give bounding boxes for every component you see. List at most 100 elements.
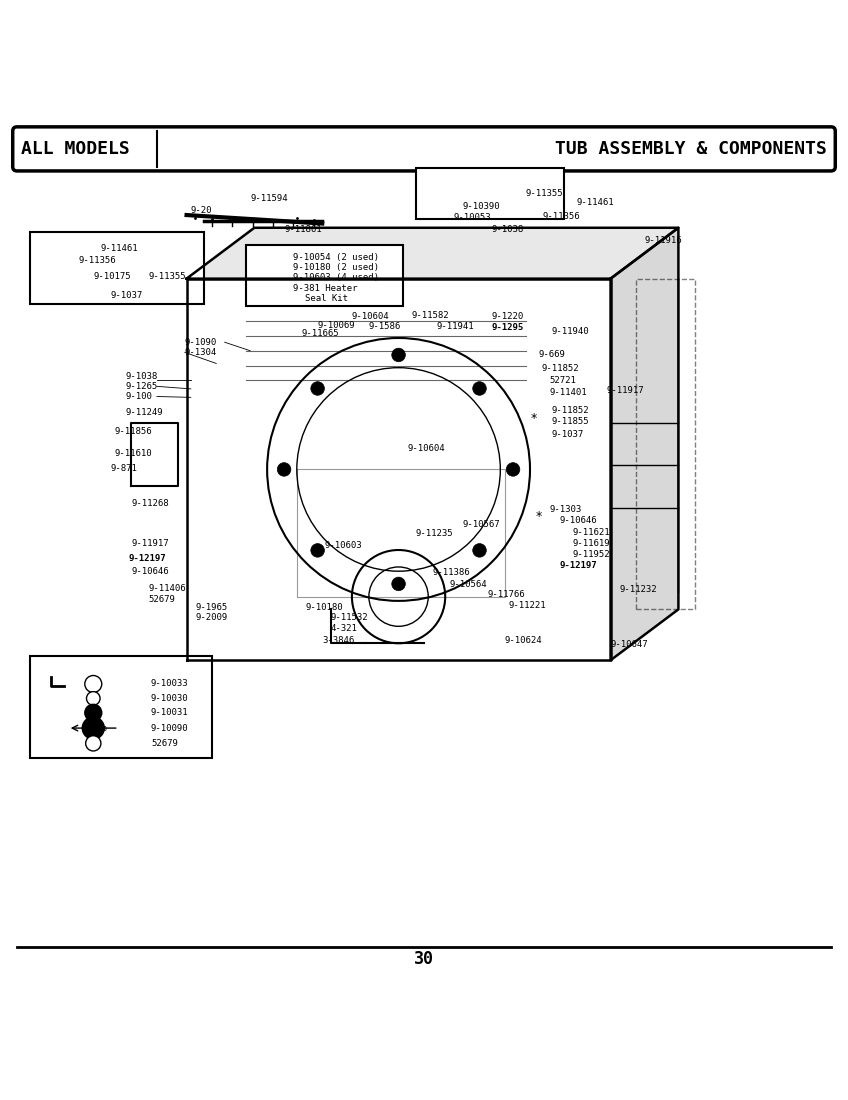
Text: 9-10390: 9-10390	[462, 202, 499, 211]
Text: 9-10603: 9-10603	[325, 541, 362, 550]
Text: 9-10646: 9-10646	[131, 566, 169, 575]
Polygon shape	[611, 228, 678, 660]
Text: 4-321: 4-321	[331, 625, 358, 634]
Text: 9-11406: 9-11406	[148, 584, 186, 593]
Circle shape	[82, 717, 104, 739]
Text: 9-1037: 9-1037	[551, 430, 583, 439]
Circle shape	[277, 463, 291, 476]
Text: 9-11356: 9-11356	[78, 256, 115, 265]
Text: 9-2009: 9-2009	[195, 614, 227, 623]
Bar	[30, 232, 204, 304]
Text: 9-11461: 9-11461	[577, 198, 614, 207]
Text: 9-11619: 9-11619	[572, 539, 610, 548]
Circle shape	[85, 675, 102, 693]
Text: 9-11461: 9-11461	[100, 243, 137, 253]
Text: Seal Kit: Seal Kit	[305, 295, 349, 304]
Text: 30: 30	[414, 949, 434, 968]
Text: 9-10646: 9-10646	[560, 516, 597, 525]
Text: 9-11952: 9-11952	[572, 550, 610, 559]
Text: 9-10030: 9-10030	[151, 694, 188, 703]
Text: 9-10053: 9-10053	[454, 213, 491, 222]
Text: 9-11855: 9-11855	[551, 418, 589, 427]
Text: 9-10567: 9-10567	[462, 520, 499, 529]
Text: *: *	[535, 509, 542, 522]
Text: 9-11940: 9-11940	[551, 327, 589, 336]
Bar	[30, 656, 212, 758]
Text: 9-11861: 9-11861	[284, 226, 321, 234]
Text: 9-669: 9-669	[538, 351, 566, 360]
Text: 9-10090: 9-10090	[151, 724, 188, 733]
Text: 9-12197: 9-12197	[560, 561, 597, 570]
Text: 9-11916: 9-11916	[644, 236, 682, 245]
Text: 9-11665: 9-11665	[301, 329, 338, 339]
Text: 9-11268: 9-11268	[131, 499, 169, 508]
Text: TUB ASSEMBLY & COMPONENTS: TUB ASSEMBLY & COMPONENTS	[555, 140, 827, 158]
Circle shape	[85, 704, 102, 722]
Text: 9-10031: 9-10031	[151, 708, 188, 717]
Text: 9-10180: 9-10180	[305, 603, 343, 613]
Text: 52679: 52679	[148, 595, 176, 604]
Text: 9-11355: 9-11355	[526, 189, 563, 198]
Text: 52679: 52679	[151, 739, 178, 748]
Text: 9-11621: 9-11621	[572, 528, 610, 537]
Text: 9-20: 9-20	[191, 207, 212, 216]
Circle shape	[472, 382, 486, 395]
Text: 9-11917: 9-11917	[131, 539, 169, 548]
Polygon shape	[187, 228, 678, 278]
Text: 9-11852: 9-11852	[551, 406, 589, 415]
Circle shape	[392, 349, 405, 362]
Circle shape	[311, 382, 325, 395]
Text: 9-11917: 9-11917	[606, 386, 644, 395]
Text: 9-100: 9-100	[126, 392, 153, 402]
Text: 9-10175: 9-10175	[93, 273, 131, 282]
Text: 9-11532: 9-11532	[331, 614, 368, 623]
Circle shape	[506, 463, 520, 476]
Text: 9-1586: 9-1586	[369, 322, 401, 331]
Text: 9-1965: 9-1965	[195, 603, 227, 613]
Text: 9-10603 (4 used): 9-10603 (4 used)	[293, 273, 378, 283]
Text: ALL MODELS: ALL MODELS	[21, 140, 130, 158]
Text: 9-1090: 9-1090	[185, 338, 217, 346]
Text: Tub: Tub	[92, 724, 108, 733]
Text: 9-1295: 9-1295	[492, 323, 524, 332]
Text: 9-11356: 9-11356	[543, 212, 580, 221]
Text: 9-11386: 9-11386	[432, 569, 470, 578]
Text: 9-11610: 9-11610	[114, 449, 152, 458]
Circle shape	[472, 543, 486, 558]
Text: 9-11221: 9-11221	[509, 601, 546, 609]
Text: 9-10180 (2 used): 9-10180 (2 used)	[293, 263, 378, 272]
Circle shape	[311, 543, 325, 558]
Text: 9-1038: 9-1038	[492, 226, 524, 234]
Text: 9-1304: 9-1304	[185, 348, 217, 356]
Text: *: *	[531, 412, 538, 425]
Circle shape	[392, 578, 405, 591]
FancyBboxPatch shape	[13, 126, 835, 170]
Text: 9-10604: 9-10604	[407, 443, 444, 453]
Text: 9-11582: 9-11582	[411, 311, 449, 320]
Text: 9-10624: 9-10624	[505, 636, 542, 646]
Circle shape	[86, 736, 101, 751]
Text: 9-11766: 9-11766	[488, 591, 525, 600]
Bar	[416, 168, 564, 219]
Text: 52721: 52721	[550, 376, 577, 385]
Text: 9-381 Heater: 9-381 Heater	[293, 284, 357, 294]
Text: 9-11594: 9-11594	[250, 194, 287, 202]
Text: 9-871: 9-871	[110, 464, 137, 473]
Text: 3-3846: 3-3846	[322, 636, 354, 646]
Text: 9-1303: 9-1303	[550, 505, 582, 514]
Text: 9-11852: 9-11852	[541, 364, 578, 373]
Text: 9-1220: 9-1220	[492, 312, 524, 321]
Text: 9-12197: 9-12197	[129, 554, 166, 563]
Text: 9-11232: 9-11232	[619, 585, 656, 594]
Text: 9-10069: 9-10069	[318, 321, 355, 330]
Text: 9-10647: 9-10647	[611, 640, 648, 649]
Text: 9-10564: 9-10564	[449, 581, 487, 590]
Text: 9-11249: 9-11249	[126, 408, 163, 417]
Text: 9-10033: 9-10033	[151, 680, 188, 689]
Text: 9-11856: 9-11856	[114, 427, 152, 436]
Text: 9-1265: 9-1265	[126, 382, 158, 390]
Text: 9-10054 (2 used): 9-10054 (2 used)	[293, 253, 378, 262]
Text: 9-11355: 9-11355	[148, 273, 186, 282]
Text: 9-11235: 9-11235	[416, 528, 453, 538]
Text: 9-11941: 9-11941	[437, 322, 474, 331]
